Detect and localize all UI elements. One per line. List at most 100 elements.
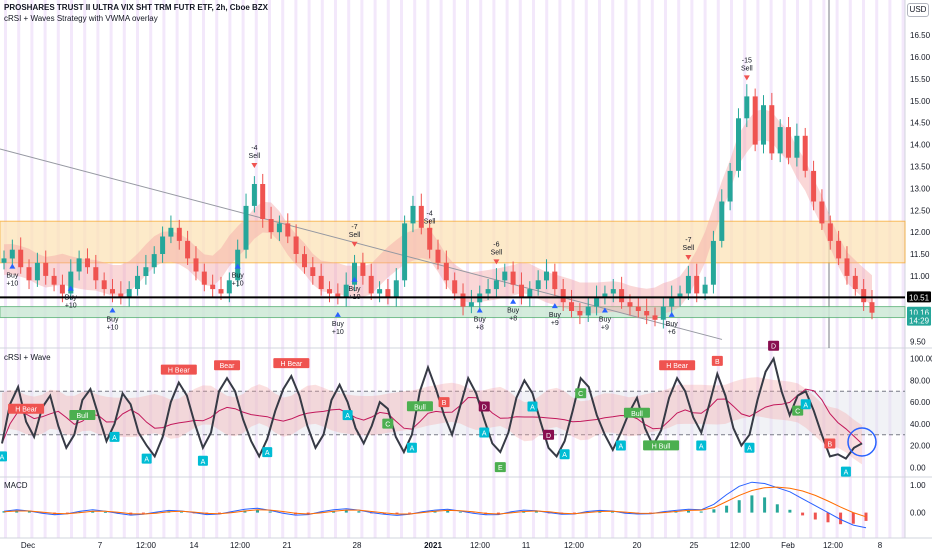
macd-histogram-bar — [65, 512, 69, 514]
crsi-marker[interactable] — [438, 397, 450, 408]
candle — [577, 311, 583, 316]
crsi-marker[interactable] — [69, 409, 96, 420]
crsi-marker[interactable] — [494, 462, 506, 473]
macd-tick-label: 0.00 — [910, 509, 926, 518]
candle — [744, 96, 750, 119]
session-stripe — [122, 0, 126, 538]
crsi-marker[interactable] — [214, 360, 241, 371]
crsi-wave-marker[interactable] — [479, 427, 490, 438]
crsi-wave-marker[interactable] — [840, 466, 851, 477]
crsi-marker-text: C — [385, 422, 390, 429]
macd-histogram-bar — [141, 512, 145, 514]
crsi-marker[interactable] — [478, 401, 490, 412]
session-stripe — [703, 0, 707, 538]
session-stripe — [624, 0, 628, 538]
session-stripe — [413, 0, 417, 538]
candle — [402, 223, 408, 281]
candle — [527, 289, 533, 298]
crsi-marker[interactable] — [382, 418, 394, 429]
crsi-marker[interactable] — [406, 401, 433, 412]
crsi-wave-marker[interactable] — [141, 453, 152, 464]
time-axis[interactable]: Dec 7 12:00 14 12:00 21 28 2021 12:00 11 12:00 20 25… — [21, 541, 883, 550]
crsi-wave-marker[interactable] — [109, 431, 120, 442]
session-stripe — [268, 0, 271, 538]
crsi-wave-marker[interactable] — [197, 455, 208, 466]
crsi-wave-marker[interactable] — [406, 442, 417, 453]
crsi-wave-marker[interactable] — [0, 451, 7, 462]
crsi-marker[interactable] — [792, 405, 804, 416]
sell-signal-value: -7 — [351, 224, 357, 231]
crsi-marker[interactable] — [659, 360, 696, 371]
crsi-wave-marker[interactable] — [615, 440, 626, 451]
buy-signal-label: Buy — [474, 316, 487, 323]
crsi-marker[interactable] — [160, 364, 197, 375]
candle — [769, 105, 775, 154]
crsi-wave-marker[interactable] — [559, 449, 570, 460]
time-tick-label: 25 — [690, 541, 699, 550]
crsi-marker[interactable] — [643, 440, 680, 451]
macd-histogram-bar — [180, 511, 183, 513]
candle — [276, 223, 282, 233]
crsi-wave-text: A — [482, 431, 487, 438]
price-label-badge[interactable] — [907, 314, 931, 326]
candle — [110, 289, 115, 294]
price-tick-label: 14.50 — [910, 119, 931, 128]
candle — [268, 219, 274, 233]
price-tick-label: 12.00 — [910, 228, 931, 237]
crsi-marker-text: H Bear — [15, 407, 37, 414]
macd-histogram-bar — [344, 510, 348, 513]
crsi-wave-marker[interactable] — [262, 447, 273, 458]
session-stripe — [30, 0, 34, 538]
buy-signal-value: +10 — [65, 303, 77, 310]
crsi-wave-marker[interactable] — [696, 440, 707, 451]
crsi-tick-label: 100.00 — [910, 355, 932, 364]
crsi-marker-text: D — [771, 344, 776, 351]
buy-arrow — [551, 303, 558, 309]
crsi-marker[interactable] — [575, 388, 587, 399]
crsi-wave-marker[interactable] — [342, 410, 353, 421]
crsi-pane[interactable]: H Bear Bull H Bear Bear H Bear B C D E D C Bull H Be… — [0, 340, 905, 477]
price-axis[interactable]: 9.5010.0010.5011.0011.5012.0012.5013.001… — [907, 31, 932, 518]
session-stripe — [650, 0, 654, 538]
crsi-marker[interactable] — [273, 358, 310, 369]
candle — [418, 205, 424, 228]
candle — [510, 271, 516, 285]
macd-histogram-bar — [395, 512, 399, 515]
session-stripe — [400, 0, 403, 538]
crsi-wave-marker[interactable] — [744, 442, 755, 453]
crsi-marker[interactable] — [623, 407, 650, 418]
price-label-badge[interactable] — [907, 291, 931, 303]
crsi-marker-text: H Bear — [280, 361, 302, 368]
session-stripe — [584, 0, 588, 538]
candle — [602, 293, 608, 298]
buy-signal-value: +10 — [107, 324, 119, 331]
buy-signal-label: Buy — [666, 321, 679, 328]
currency-badge[interactable]: USD — [907, 3, 929, 17]
crsi-marker[interactable] — [543, 429, 555, 440]
candle — [443, 262, 449, 281]
price-tick-label: 13.50 — [910, 162, 931, 171]
macd-pane[interactable] — [2, 481, 868, 529]
crsi-marker[interactable] — [8, 403, 45, 414]
crsi-marker[interactable] — [768, 340, 780, 351]
candle — [143, 267, 149, 276]
session-stripe — [796, 0, 799, 538]
sell-arrow — [351, 241, 358, 247]
annotation-circle[interactable] — [847, 427, 877, 457]
crsi-marker[interactable] — [824, 438, 836, 449]
time-tick-label: 21 — [283, 541, 292, 550]
support-zone — [0, 306, 906, 319]
candle — [502, 271, 508, 281]
crsi-wave-marker[interactable] — [527, 401, 538, 412]
macd-histogram-bar — [725, 505, 729, 513]
macd-histogram-bar — [750, 495, 754, 513]
price-pane[interactable]: Buy+10Buy+10Buy+10Buy+10Buy+10Buy+10Buy+… — [0, 57, 906, 340]
crsi-wave-marker[interactable] — [800, 399, 811, 410]
crsi-marker[interactable] — [711, 355, 723, 366]
candle — [836, 240, 842, 259]
crsi-signal-line — [1, 388, 863, 445]
candle — [752, 96, 758, 145]
sell-signal-label: Sell — [349, 232, 361, 239]
